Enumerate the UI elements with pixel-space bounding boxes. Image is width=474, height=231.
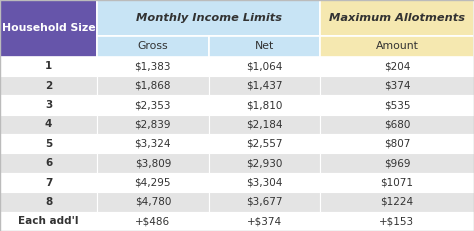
Text: Household Size: Household Size: [2, 23, 95, 33]
Bar: [97, 192, 209, 212]
Text: Amount: Amount: [375, 41, 419, 51]
Text: $1224: $1224: [381, 197, 413, 207]
Text: $3,304: $3,304: [246, 178, 283, 188]
Bar: [320, 153, 474, 173]
Bar: [0, 115, 97, 134]
Bar: [97, 95, 209, 115]
Text: 7: 7: [45, 178, 52, 188]
Text: 3: 3: [45, 100, 52, 110]
Text: $4,780: $4,780: [135, 197, 171, 207]
Text: $374: $374: [384, 81, 410, 91]
Text: $2,184: $2,184: [246, 119, 283, 129]
Text: $1,437: $1,437: [246, 81, 283, 91]
Bar: [0, 95, 97, 115]
Text: +$486: +$486: [135, 216, 171, 226]
Text: $2,353: $2,353: [135, 100, 171, 110]
Bar: [0, 153, 97, 173]
Bar: [209, 76, 320, 95]
Text: $3,324: $3,324: [135, 139, 171, 149]
Text: Monthly Income Limits: Monthly Income Limits: [136, 13, 282, 23]
Text: $1,868: $1,868: [135, 81, 171, 91]
Text: $969: $969: [384, 158, 410, 168]
Bar: [209, 173, 320, 192]
Text: Each add'l: Each add'l: [18, 216, 79, 226]
Text: 5: 5: [45, 139, 52, 149]
Text: Net: Net: [255, 41, 274, 51]
Text: 2: 2: [45, 81, 52, 91]
Text: 4: 4: [45, 119, 52, 129]
Bar: [320, 115, 474, 134]
Bar: [0, 76, 97, 95]
Bar: [97, 57, 209, 76]
Bar: [320, 57, 474, 76]
Text: $3,677: $3,677: [246, 197, 283, 207]
Bar: [97, 153, 209, 173]
Bar: [320, 134, 474, 153]
Bar: [209, 134, 320, 153]
Bar: [97, 212, 209, 231]
Bar: [0, 134, 97, 153]
Bar: [320, 95, 474, 115]
Text: $3,809: $3,809: [135, 158, 171, 168]
Bar: [320, 36, 474, 57]
Bar: [320, 76, 474, 95]
Bar: [97, 115, 209, 134]
Bar: [97, 134, 209, 153]
Bar: [209, 153, 320, 173]
Bar: [97, 76, 209, 95]
Bar: [97, 36, 209, 57]
Text: $1071: $1071: [381, 178, 413, 188]
Text: $2,839: $2,839: [135, 119, 171, 129]
Text: Gross: Gross: [137, 41, 168, 51]
Text: 6: 6: [45, 158, 52, 168]
Bar: [209, 57, 320, 76]
Bar: [209, 192, 320, 212]
Text: $680: $680: [384, 119, 410, 129]
Text: 8: 8: [45, 197, 52, 207]
Bar: [209, 212, 320, 231]
Bar: [320, 173, 474, 192]
Bar: [209, 115, 320, 134]
Text: $2,930: $2,930: [246, 158, 283, 168]
Text: $535: $535: [384, 100, 410, 110]
Bar: [209, 36, 320, 57]
Text: +$374: +$374: [246, 216, 282, 226]
Bar: [97, 173, 209, 192]
Bar: [0, 192, 97, 212]
Bar: [320, 212, 474, 231]
Text: $1,383: $1,383: [135, 61, 171, 71]
Bar: [0, 0, 97, 57]
Text: $1,064: $1,064: [246, 61, 283, 71]
Bar: [320, 0, 474, 36]
Text: +$153: +$153: [379, 216, 415, 226]
Bar: [0, 57, 97, 76]
Text: $2,557: $2,557: [246, 139, 283, 149]
Bar: [209, 95, 320, 115]
Text: $1,810: $1,810: [246, 100, 283, 110]
Bar: [97, 0, 320, 36]
Bar: [320, 192, 474, 212]
Bar: [0, 212, 97, 231]
Bar: [0, 173, 97, 192]
Text: 1: 1: [45, 61, 52, 71]
Text: $807: $807: [384, 139, 410, 149]
Text: $4,295: $4,295: [135, 178, 171, 188]
Text: $204: $204: [384, 61, 410, 71]
Text: Maximum Allotments: Maximum Allotments: [329, 13, 465, 23]
